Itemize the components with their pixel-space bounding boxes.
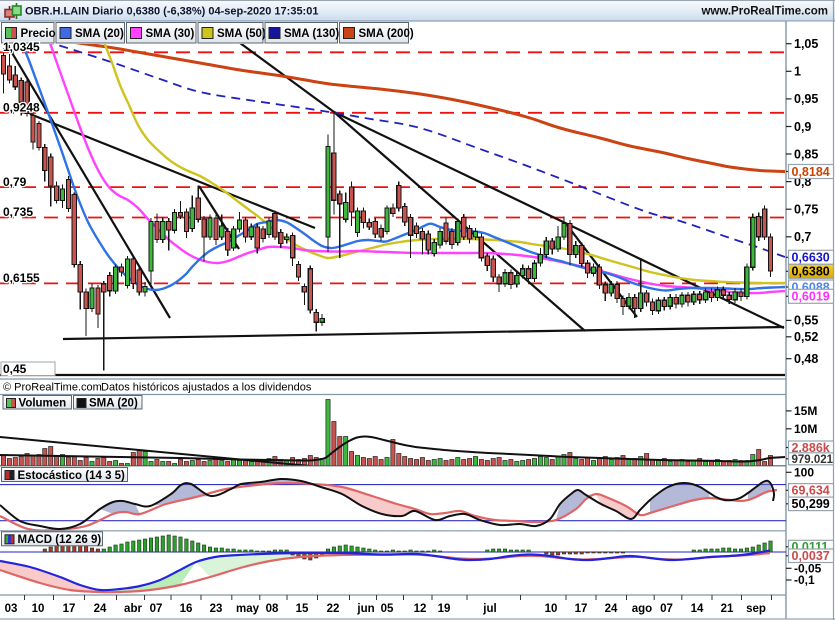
svg-text:SMA (130): SMA (130) — [284, 28, 339, 40]
svg-text:15M: 15M — [794, 404, 817, 418]
svg-text:69,634: 69,634 — [792, 484, 830, 498]
svg-text:-0,05: -0,05 — [794, 562, 822, 576]
svg-text:SMA (30): SMA (30) — [146, 28, 195, 40]
svg-text:0,6630: 0,6630 — [792, 251, 830, 265]
svg-text:21: 21 — [721, 603, 734, 615]
svg-text:SMA (50): SMA (50) — [217, 28, 266, 40]
svg-text:07: 07 — [660, 603, 673, 615]
svg-text:0,48: 0,48 — [794, 352, 818, 366]
svg-text:0,9248: 0,9248 — [3, 101, 40, 115]
svg-text:1,0345: 1,0345 — [3, 40, 40, 54]
svg-text:www.ProRealTime.com: www.ProRealTime.com — [700, 6, 828, 18]
svg-text:50,299: 50,299 — [792, 497, 830, 511]
svg-text:MACD (12 26 9): MACD (12 26 9) — [18, 534, 102, 546]
svg-text:2.886k: 2.886k — [792, 441, 830, 455]
svg-text:0,45: 0,45 — [3, 362, 27, 376]
svg-text:24: 24 — [605, 603, 618, 615]
svg-text:OBR.H.LAIN Diario 0,6380 (-6,3: OBR.H.LAIN Diario 0,6380 (-6,38%) 04-sep… — [25, 6, 318, 18]
svg-text:1,05: 1,05 — [794, 37, 818, 51]
svg-text:0,52: 0,52 — [794, 330, 818, 344]
svg-text:22: 22 — [327, 603, 340, 615]
svg-text:may: may — [236, 603, 260, 615]
svg-text:0,0037: 0,0037 — [792, 549, 830, 563]
svg-text:-0,1: -0,1 — [794, 573, 815, 587]
svg-text:0,735: 0,735 — [3, 205, 33, 219]
svg-text:abr: abr — [124, 603, 142, 615]
svg-text:07: 07 — [150, 603, 163, 615]
svg-text:Precio: Precio — [21, 28, 56, 40]
svg-text:08: 08 — [266, 603, 279, 615]
svg-text:0,6380: 0,6380 — [792, 265, 830, 279]
svg-text:03: 03 — [5, 603, 18, 615]
svg-text:10: 10 — [545, 603, 558, 615]
svg-text:SMA (20): SMA (20) — [75, 28, 124, 40]
svg-text:SMA (20): SMA (20) — [89, 398, 138, 410]
svg-text:10M: 10M — [794, 422, 817, 436]
svg-text:Estocástico (14 3 5): Estocástico (14 3 5) — [18, 470, 126, 482]
svg-text:ago: ago — [632, 603, 652, 615]
svg-text:100: 100 — [794, 466, 814, 480]
svg-text:0,79: 0,79 — [3, 175, 27, 189]
svg-text:0,75: 0,75 — [794, 203, 818, 217]
svg-text:14: 14 — [691, 603, 704, 615]
svg-text:0,7: 0,7 — [794, 230, 811, 244]
svg-text:SMA (200): SMA (200) — [359, 28, 414, 40]
svg-text:10: 10 — [32, 603, 45, 615]
svg-text:Datos históricos ajustados a l: Datos históricos ajustados a los dividen… — [101, 382, 312, 394]
svg-text:0,55: 0,55 — [794, 314, 818, 328]
svg-text:0,6155: 0,6155 — [3, 271, 40, 285]
svg-text:0,6019: 0,6019 — [792, 290, 830, 304]
svg-text:17: 17 — [63, 603, 76, 615]
svg-text:17: 17 — [575, 603, 588, 615]
svg-text:0,85: 0,85 — [794, 147, 818, 161]
svg-text:24: 24 — [94, 603, 107, 615]
svg-text:0,8184: 0,8184 — [792, 165, 830, 179]
svg-text:0,95: 0,95 — [794, 92, 818, 106]
svg-text:Volumen: Volumen — [19, 398, 67, 410]
svg-text:23: 23 — [210, 603, 223, 615]
svg-text:0,9: 0,9 — [794, 120, 811, 134]
svg-text:19: 19 — [438, 603, 451, 615]
svg-text:jul: jul — [482, 603, 496, 615]
svg-text:979.021: 979.021 — [792, 454, 834, 466]
svg-text:1: 1 — [794, 65, 801, 79]
svg-text:sep: sep — [746, 603, 766, 615]
svg-text:© ProRealTime.com: © ProRealTime.com — [3, 382, 102, 394]
svg-text:16: 16 — [180, 603, 193, 615]
svg-text:12: 12 — [414, 603, 427, 615]
svg-text:05: 05 — [381, 603, 394, 615]
svg-text:15: 15 — [296, 603, 309, 615]
svg-text:jun: jun — [356, 603, 374, 615]
